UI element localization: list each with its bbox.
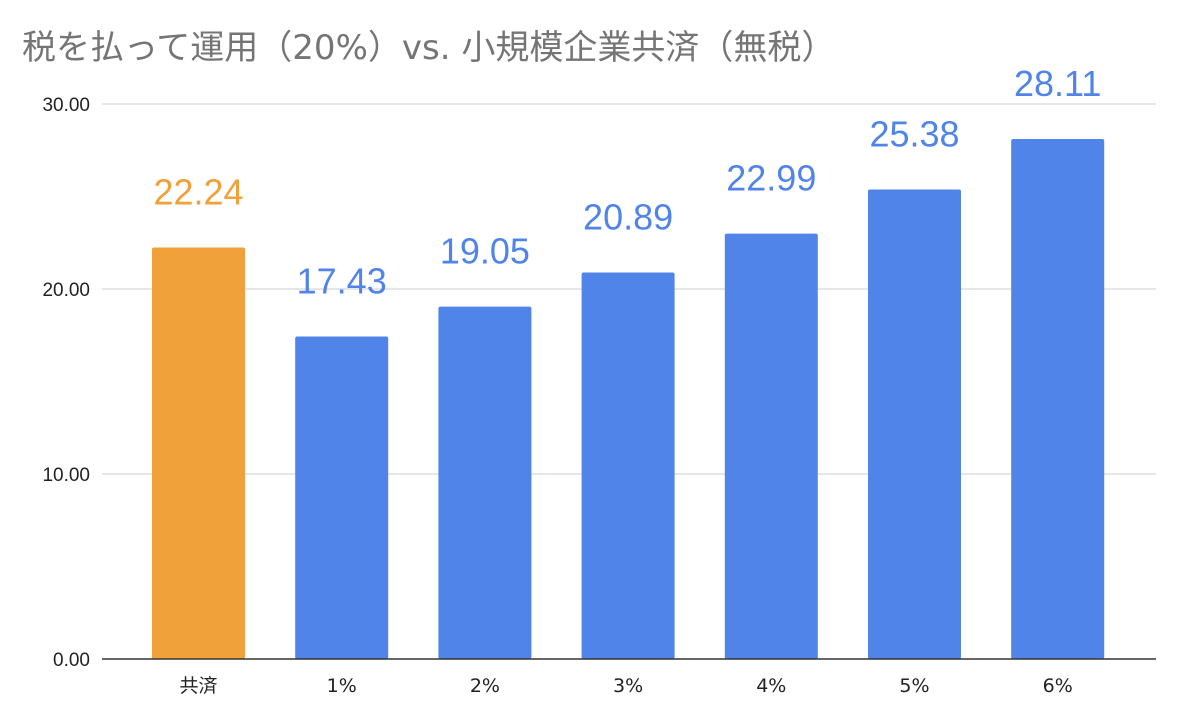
x-tick-label: 5% [899,675,929,697]
bar [868,189,961,659]
y-tick-label: 30.00 [42,95,90,116]
y-tick-label: 20.00 [42,280,90,301]
data-label: 20.89 [583,197,673,238]
x-tick-label: 3% [613,675,643,697]
x-tick-label: 2% [470,675,500,697]
data-label: 22.99 [726,158,816,199]
data-label: 19.05 [440,231,530,272]
y-tick-label: 10.00 [42,465,90,486]
bar [1011,138,1105,660]
x-tick-label: 1% [327,675,357,697]
bar [724,233,818,659]
y-tick-label: 0.00 [53,650,90,671]
chart-title: 税を払って運用（20%）vs. 小規模企業共済（無税） [22,28,836,68]
bars [152,138,1105,660]
x-axis-ticks: 共済 1% 2% 3% 4% 5% 6% [179,675,1072,697]
data-label: 17.43 [297,261,387,302]
data-labels: 22.24 17.43 19.05 20.89 22.99 25.38 28.11 [153,63,1101,302]
x-tick-label: 4% [756,675,786,697]
y-axis-ticks: 0.00 10.00 20.00 30.00 [42,95,90,671]
bar [295,336,389,659]
bar [152,247,245,659]
data-label: 28.11 [1014,63,1101,104]
data-label: 25.38 [869,113,959,154]
x-tick-label: 6% [1043,675,1073,697]
bar [438,306,532,659]
data-label: 22.24 [153,172,243,213]
x-tick-label: 共済 [179,675,217,697]
bar [581,272,675,659]
